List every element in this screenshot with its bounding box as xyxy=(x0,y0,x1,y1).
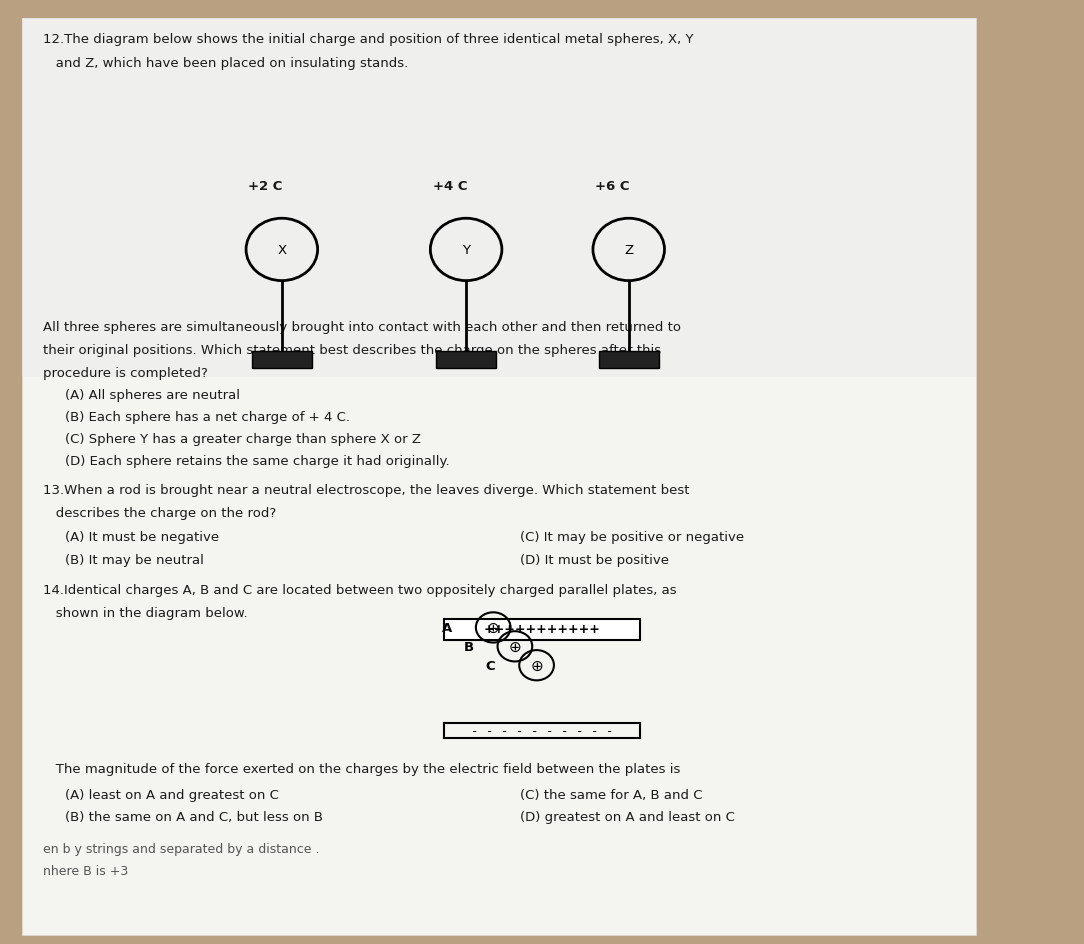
FancyBboxPatch shape xyxy=(436,352,495,369)
Text: ⊕: ⊕ xyxy=(487,620,500,635)
Text: (D) greatest on A and least on C: (D) greatest on A and least on C xyxy=(520,810,735,823)
FancyBboxPatch shape xyxy=(251,352,312,369)
Text: (B) It may be neutral: (B) It may be neutral xyxy=(65,553,204,566)
Text: 14.Identical charges A, B and C are located between two oppositely charged paral: 14.Identical charges A, B and C are loca… xyxy=(43,583,678,597)
FancyBboxPatch shape xyxy=(22,19,976,378)
Text: ⊕: ⊕ xyxy=(530,658,543,673)
Text: +2 C: +2 C xyxy=(248,179,283,193)
Text: and Z, which have been placed on insulating stands.: and Z, which have been placed on insulat… xyxy=(43,57,409,70)
Text: ⊕: ⊕ xyxy=(508,639,521,654)
Text: X: X xyxy=(278,244,286,257)
Text: +++++++++++: +++++++++++ xyxy=(483,622,601,635)
Text: (C) the same for A, B and C: (C) the same for A, B and C xyxy=(520,788,702,801)
Text: (A) It must be negative: (A) It must be negative xyxy=(65,531,219,544)
FancyBboxPatch shape xyxy=(444,619,640,640)
Text: - - - - - - - - - -: - - - - - - - - - - xyxy=(470,724,614,737)
Text: describes the charge on the rod?: describes the charge on the rod? xyxy=(43,506,276,519)
Text: A: A xyxy=(442,621,452,634)
Text: procedure is completed?: procedure is completed? xyxy=(43,366,208,379)
Text: +4 C: +4 C xyxy=(433,179,467,193)
Text: Z: Z xyxy=(624,244,633,257)
Text: 12.The diagram below shows the initial charge and position of three identical me: 12.The diagram below shows the initial c… xyxy=(43,33,694,46)
FancyBboxPatch shape xyxy=(598,352,659,369)
Text: All three spheres are simultaneously brought into contact with each other and th: All three spheres are simultaneously bro… xyxy=(43,321,682,334)
Text: shown in the diagram below.: shown in the diagram below. xyxy=(43,606,248,619)
Text: (D) It must be positive: (D) It must be positive xyxy=(520,553,669,566)
Text: en b y strings and separated by a distance .: en b y strings and separated by a distan… xyxy=(43,842,320,855)
Text: (B) Each sphere has a net charge of + 4 C.: (B) Each sphere has a net charge of + 4 … xyxy=(65,411,350,424)
Text: The magnitude of the force exerted on the charges by the electric field between : The magnitude of the force exerted on th… xyxy=(43,762,681,775)
Text: (C) It may be positive or negative: (C) It may be positive or negative xyxy=(520,531,745,544)
Text: +6 C: +6 C xyxy=(595,179,630,193)
Text: (D) Each sphere retains the same charge it had originally.: (D) Each sphere retains the same charge … xyxy=(65,455,450,468)
Text: (A) least on A and greatest on C: (A) least on A and greatest on C xyxy=(65,788,279,801)
Text: (B) the same on A and C, but less on B: (B) the same on A and C, but less on B xyxy=(65,810,323,823)
Text: (A) All spheres are neutral: (A) All spheres are neutral xyxy=(65,389,240,402)
Text: Y: Y xyxy=(462,244,470,257)
Text: C: C xyxy=(486,659,495,672)
Text: nhere B is +3: nhere B is +3 xyxy=(43,864,129,877)
Text: (C) Sphere Y has a greater charge than sphere X or Z: (C) Sphere Y has a greater charge than s… xyxy=(65,432,421,446)
Text: 13.When a rod is brought near a neutral electroscope, the leaves diverge. Which : 13.When a rod is brought near a neutral … xyxy=(43,483,689,497)
FancyBboxPatch shape xyxy=(22,19,976,935)
Text: their original positions. Which statement best describes the charge on the spher: their original positions. Which statemen… xyxy=(43,344,661,357)
Text: B: B xyxy=(464,640,474,653)
